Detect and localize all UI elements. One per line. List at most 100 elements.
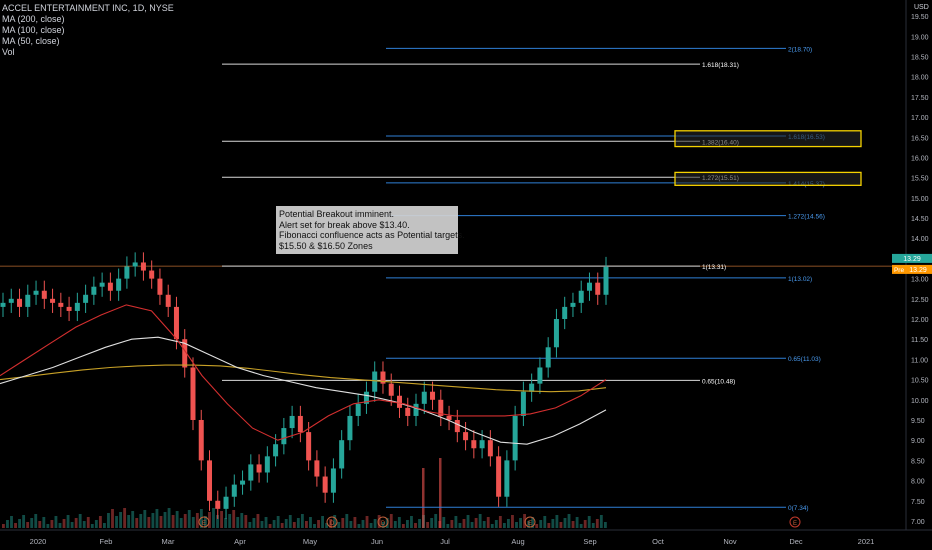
candle-body[interactable] [165, 294, 171, 307]
ma50-line[interactable] [0, 304, 607, 441]
candle-body[interactable] [207, 460, 213, 501]
candle-body[interactable] [322, 476, 328, 493]
legend-ma100[interactable]: MA (100, close) [2, 25, 65, 35]
candle-body[interactable] [198, 419, 204, 461]
candle-body[interactable] [520, 391, 526, 416]
candle-body[interactable] [380, 371, 386, 384]
candle-body[interactable] [405, 407, 411, 416]
legend-volume[interactable]: Vol [2, 47, 15, 57]
candle-body[interactable] [363, 391, 369, 404]
candle-body[interactable] [347, 415, 353, 441]
candle-body[interactable] [91, 286, 97, 295]
candle-body[interactable] [124, 266, 130, 279]
candle-body[interactable] [553, 319, 559, 348]
legend-ma50[interactable]: MA (50, close) [2, 36, 60, 46]
candle-body[interactable] [586, 282, 592, 291]
candle-body[interactable] [396, 395, 402, 408]
candle-body[interactable] [289, 415, 295, 429]
candle-body[interactable] [463, 432, 469, 441]
candle-body[interactable] [339, 440, 345, 469]
y-tick-label: 10.50 [911, 378, 929, 385]
candle-body[interactable] [372, 371, 378, 392]
candle-body[interactable] [215, 500, 221, 509]
event-marker-icon[interactable] [377, 516, 389, 528]
candle-body[interactable] [562, 306, 568, 320]
event-marker-icon[interactable] [198, 516, 210, 528]
ma100-line[interactable] [0, 336, 607, 445]
volume-bar [208, 512, 211, 528]
candle-body[interactable] [248, 464, 254, 481]
candle-body[interactable] [173, 306, 179, 340]
candle-body[interactable] [545, 347, 551, 368]
candle-body[interactable] [107, 282, 113, 291]
candle-body[interactable] [17, 298, 23, 307]
candle-body[interactable] [487, 440, 493, 457]
legend-ma200[interactable]: MA (200, close) [2, 14, 65, 24]
candle-body[interactable] [314, 460, 320, 477]
candle-body[interactable] [330, 468, 336, 493]
volume-bar [86, 517, 90, 528]
candle-body[interactable] [66, 306, 72, 311]
candle-body[interactable] [529, 383, 535, 392]
candle-body[interactable] [33, 290, 39, 295]
volume-bar [393, 521, 397, 528]
candle-body[interactable] [240, 480, 246, 485]
candle-body[interactable] [149, 270, 155, 279]
annotation-note[interactable]: Potential Breakout imminent. Alert set f… [276, 206, 465, 254]
candle-body[interactable] [438, 399, 444, 416]
candle-body[interactable] [512, 415, 518, 461]
candle-body[interactable] [413, 403, 419, 416]
candle-body[interactable] [223, 496, 229, 509]
target-zone[interactable] [674, 130, 862, 148]
candle-body[interactable] [50, 298, 56, 303]
candle-body[interactable] [264, 456, 270, 473]
candle-body[interactable] [430, 391, 436, 400]
x-tick-label: Apr [234, 537, 246, 546]
candle-body[interactable] [140, 262, 146, 271]
candle-body[interactable] [471, 440, 477, 449]
event-marker-icon[interactable] [524, 516, 536, 528]
candle-body[interactable] [41, 290, 47, 299]
candle-body[interactable] [281, 428, 287, 445]
candle-body[interactable] [0, 302, 6, 307]
candle-body[interactable] [256, 464, 262, 473]
candle-body[interactable] [570, 302, 576, 307]
candle-body[interactable] [132, 262, 138, 267]
target-zone[interactable] [674, 171, 862, 186]
candle-body[interactable] [231, 484, 237, 497]
ma200-line[interactable] [0, 364, 607, 393]
event-marker-icon[interactable] [789, 516, 801, 528]
candle-body[interactable] [306, 432, 312, 461]
candle-body[interactable] [388, 383, 394, 396]
candle-body[interactable] [297, 415, 303, 433]
candle-body[interactable] [578, 290, 584, 303]
fib-right-label: 0.65(11.03) [788, 356, 821, 363]
candle-body[interactable] [74, 302, 80, 311]
candle-body[interactable] [496, 456, 502, 497]
candle-body[interactable] [355, 403, 361, 416]
chart-title[interactable]: ACCEL ENTERTAINMENT INC, 1D, NYSE [2, 3, 174, 13]
candle-body[interactable] [58, 302, 64, 307]
candle-body[interactable] [83, 294, 89, 303]
candle-body[interactable] [479, 440, 485, 449]
candle-body[interactable] [537, 367, 543, 384]
candle-body[interactable] [190, 367, 196, 420]
candle-body[interactable] [603, 266, 609, 295]
candle-body[interactable] [8, 298, 14, 303]
candle-body[interactable] [421, 391, 427, 404]
y-tick-label: 14.50 [911, 216, 929, 223]
candle-body[interactable] [157, 278, 163, 295]
candle-body[interactable] [116, 278, 122, 291]
candle-body[interactable] [504, 460, 510, 497]
volume-bar [183, 514, 187, 528]
candle-body[interactable] [273, 444, 279, 457]
candle-body[interactable] [182, 339, 188, 368]
event-marker-icon[interactable] [326, 516, 338, 528]
candle-body[interactable] [25, 294, 31, 307]
candle-body[interactable] [99, 282, 105, 287]
candle-body[interactable] [595, 282, 601, 295]
candle-body[interactable] [446, 415, 452, 420]
candle-body[interactable] [454, 419, 460, 433]
